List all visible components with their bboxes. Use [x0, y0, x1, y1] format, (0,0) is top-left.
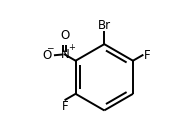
Text: F: F [144, 49, 150, 62]
Text: Br: Br [98, 19, 111, 32]
Text: F: F [61, 100, 68, 113]
Text: O: O [42, 49, 52, 62]
Text: N: N [60, 48, 69, 61]
Text: −: − [46, 43, 53, 52]
Text: +: + [68, 43, 75, 52]
Text: O: O [60, 29, 70, 42]
